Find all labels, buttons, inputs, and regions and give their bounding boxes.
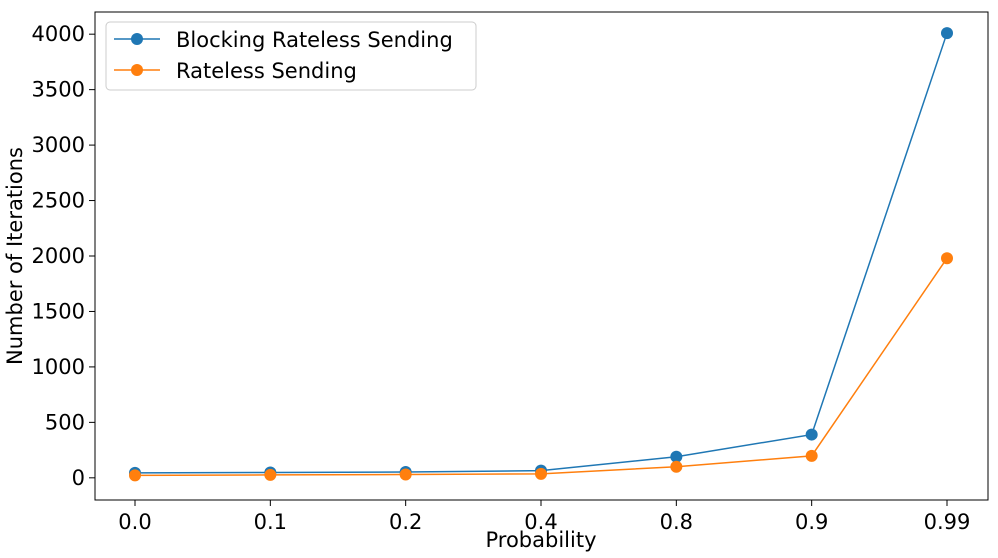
data-point bbox=[399, 468, 412, 481]
x-tick-label: 0.1 bbox=[254, 510, 287, 534]
x-tick-label: 0.4 bbox=[524, 510, 557, 534]
data-point bbox=[941, 27, 953, 40]
series-layer bbox=[129, 27, 953, 482]
data-point bbox=[805, 449, 818, 462]
data-point bbox=[670, 460, 683, 473]
y-tick-label: 3000 bbox=[32, 133, 85, 157]
legend-marker-blocking bbox=[131, 33, 143, 45]
x-tick-label: 0.0 bbox=[118, 510, 151, 534]
x-tick-label: 0.9 bbox=[795, 510, 828, 534]
plot-frame bbox=[94, 11, 989, 501]
y-tick-label: 1500 bbox=[32, 299, 85, 323]
y-axis: 0 500 1000 1500 2000 2500 3000 3500 4000 bbox=[32, 22, 95, 490]
data-point bbox=[941, 252, 953, 265]
data-point bbox=[264, 468, 277, 481]
legend-label-blocking: Blocking Rateless Sending bbox=[176, 28, 453, 52]
plot-area bbox=[94, 11, 989, 501]
x-tick-label: 0.8 bbox=[660, 510, 693, 534]
x-axis: 0.0 0.1 0.2 0.4 0.8 0.9 0.99 bbox=[118, 500, 970, 534]
x-tick-label: 0.99 bbox=[924, 510, 971, 534]
y-tick-label: 0 bbox=[72, 466, 85, 490]
y-tick-label: 3500 bbox=[32, 78, 85, 102]
legend-box bbox=[105, 21, 477, 91]
data-point bbox=[805, 428, 818, 441]
y-axis-label: Number of Iterations bbox=[3, 147, 27, 365]
data-point bbox=[535, 467, 547, 480]
series-rateless-sending bbox=[129, 252, 953, 482]
legend: Blocking Rateless Sending Rateless Sendi… bbox=[105, 21, 477, 91]
y-tick-label: 4000 bbox=[32, 22, 85, 46]
legend-marker-rateless bbox=[131, 64, 143, 76]
legend-label-rateless: Rateless Sending bbox=[176, 59, 357, 83]
y-tick-label: 2500 bbox=[32, 189, 85, 213]
x-tick-label: 0.2 bbox=[389, 510, 422, 534]
y-tick-label: 2000 bbox=[32, 244, 85, 268]
data-point bbox=[670, 450, 683, 463]
y-tick-label: 500 bbox=[45, 410, 85, 434]
x-axis-label: Probability bbox=[485, 528, 596, 552]
data-point bbox=[129, 469, 141, 482]
y-tick-label: 1000 bbox=[32, 355, 85, 379]
